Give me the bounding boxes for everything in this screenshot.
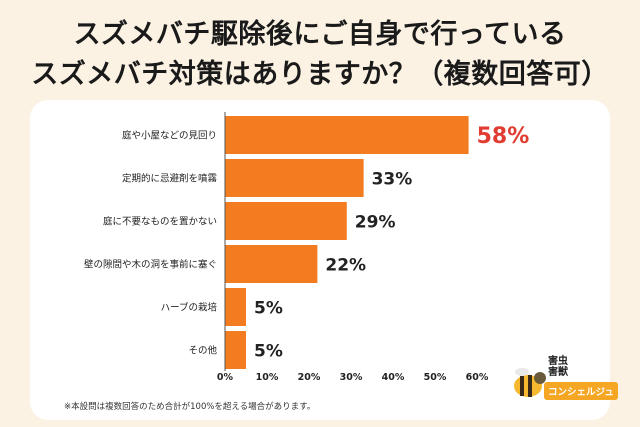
category-label: 壁の隙間や木の洞を事前に塞ぐ — [84, 259, 217, 271]
chart-card: 庭や小屋などの見回り 58% 定期的に忌避剤を噴霧 33% 庭に不要なものを置かない 29… — [30, 100, 618, 420]
chart-title-line1: スズメバチ駆除後にご自身で行っている — [73, 19, 567, 50]
x-tick-label: 20% — [298, 372, 321, 383]
brand-logo: 害虫 害獣 コンシェルジュ — [508, 356, 618, 406]
data-label: 22% — [325, 256, 366, 276]
logo-banner: コンシェルジュ — [544, 382, 618, 400]
data-label: 58% — [477, 124, 530, 149]
data-label: 5% — [254, 299, 283, 319]
bar — [225, 159, 364, 197]
x-tick-label: 60% — [466, 372, 489, 383]
x-tick-label: 0% — [217, 372, 234, 383]
x-tick-label: 10% — [256, 372, 279, 383]
data-label: 33% — [372, 170, 413, 190]
footnote: ※本設問は複数回答のため合計が100%を超える場合があります。 — [64, 402, 316, 412]
bar-chart: 庭や小屋などの見回り 58% 定期的に忌避剤を噴霧 33% 庭に不要なものを置かない 29… — [84, 112, 530, 383]
data-label: 5% — [254, 342, 283, 362]
chart-title-line2: スズメバチ対策はありますか？（複数回答可） — [31, 59, 609, 90]
category-label: ハーブの栽培 — [161, 302, 218, 314]
logo-text: 害虫 害獣 — [548, 356, 568, 378]
data-label: 29% — [355, 213, 396, 233]
bee-logo-icon — [514, 368, 546, 397]
x-tick-label: 30% — [340, 372, 363, 383]
bar — [225, 116, 469, 154]
bar — [225, 202, 347, 240]
category-label: 庭や小屋などの見回り — [122, 130, 217, 142]
x-tick-label: 50% — [424, 372, 447, 383]
bar — [225, 245, 318, 283]
x-tick-label: 40% — [382, 372, 405, 383]
category-label: 定期的に忌避剤を噴霧 — [122, 173, 218, 185]
logo-line2: 害獣 — [548, 367, 568, 378]
category-label: 庭に不要なものを置かない — [103, 216, 217, 228]
category-label: その他 — [188, 345, 217, 357]
bar — [225, 288, 246, 326]
bar — [225, 331, 246, 369]
logo-line1: 害虫 — [548, 356, 568, 367]
